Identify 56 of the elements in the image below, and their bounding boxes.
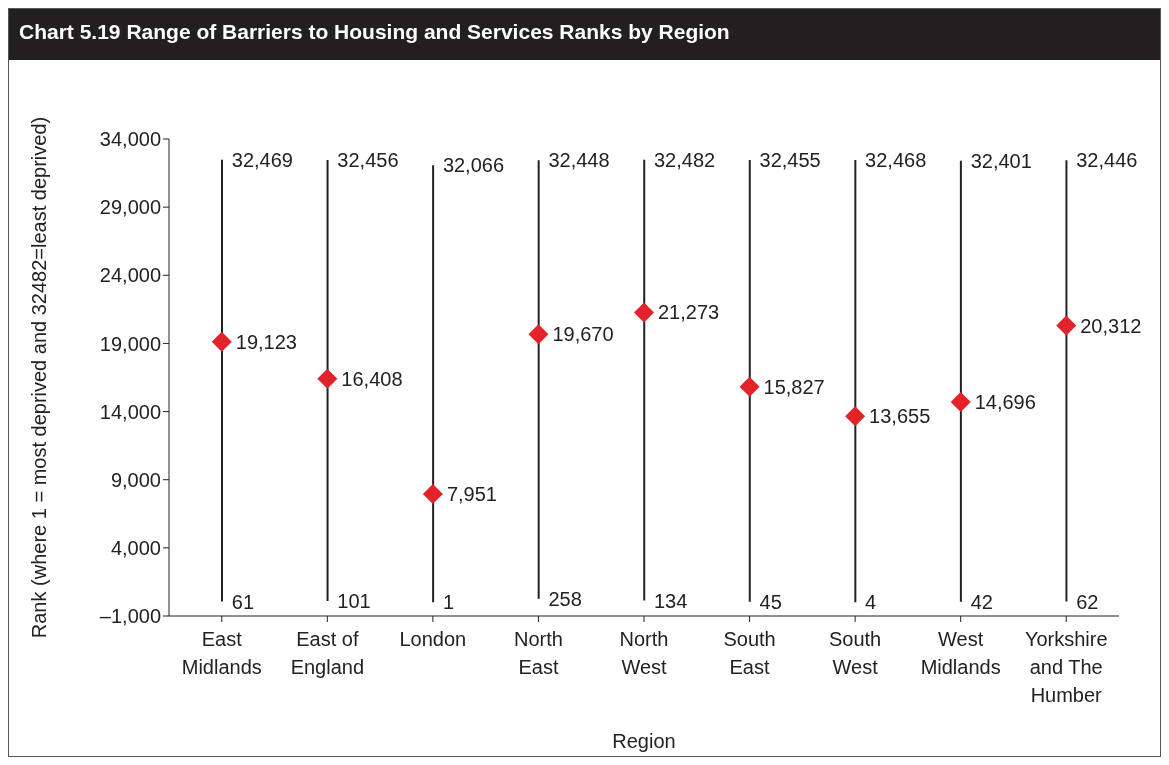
annotation: 1 bbox=[442, 591, 455, 614]
annotation: 258 bbox=[548, 587, 582, 610]
y-axis-title: Rank (where 1 = most deprived and 32482=least deprived) bbox=[28, 116, 51, 639]
data-label: 19,123 bbox=[235, 330, 297, 353]
annotation: 4 bbox=[865, 591, 877, 614]
point bbox=[739, 376, 760, 397]
x-tick-label: Yorkshire and The Humber bbox=[1024, 628, 1108, 706]
y-tick-label: 24,000 bbox=[99, 264, 161, 287]
point bbox=[845, 406, 866, 427]
data-label: 16,408 bbox=[341, 367, 403, 390]
point bbox=[528, 324, 549, 345]
point bbox=[950, 392, 971, 413]
x-tick-label: West Midlands bbox=[920, 628, 1001, 678]
x-tick-label: London bbox=[399, 628, 467, 650]
y-tick-label: 9,000 bbox=[110, 468, 161, 491]
point bbox=[211, 331, 232, 352]
data-label: 19,670 bbox=[552, 323, 614, 346]
data-label: 14,696 bbox=[974, 391, 1036, 414]
annotation: 32,446 bbox=[1076, 149, 1138, 172]
y-tick-label: –1,000 bbox=[99, 605, 161, 628]
data-label: 21,273 bbox=[658, 301, 720, 324]
data-label: 20,312 bbox=[1080, 314, 1142, 337]
point bbox=[422, 484, 443, 505]
annotation: 32,401 bbox=[970, 149, 1032, 172]
data-label: 13,655 bbox=[869, 405, 931, 428]
annotation: 32,469 bbox=[231, 148, 293, 171]
annotation: 134 bbox=[654, 589, 688, 612]
x-tick-label: South West bbox=[828, 628, 882, 678]
point bbox=[1056, 315, 1077, 336]
annotation: 45 bbox=[759, 590, 782, 613]
x-tick-label: North West bbox=[619, 628, 669, 678]
y-tick-label: 34,000 bbox=[99, 128, 161, 151]
x-tick-label: North East bbox=[513, 628, 563, 678]
annotation: 32,468 bbox=[865, 148, 927, 171]
point bbox=[634, 302, 654, 323]
point bbox=[317, 368, 338, 389]
y-tick-label: 14,000 bbox=[99, 400, 161, 423]
annotation: 32,455 bbox=[759, 149, 821, 172]
x-tick-label: South East bbox=[723, 628, 776, 678]
annotation: 32,456 bbox=[337, 149, 399, 172]
y-tick-label: 19,000 bbox=[99, 332, 161, 355]
annotation: 32,482 bbox=[654, 148, 716, 171]
x-tick-label: East Midlands bbox=[181, 628, 262, 678]
y-tick-label: 29,000 bbox=[99, 196, 161, 219]
data-label: 7,951 bbox=[446, 483, 497, 506]
annotation: 62 bbox=[1076, 590, 1099, 613]
x-axis-title: Region bbox=[612, 730, 676, 752]
annotation: 32,448 bbox=[548, 149, 610, 172]
y-tick-label: 4,000 bbox=[110, 536, 161, 559]
chart-title: Chart 5.19 Range of Barriers to Housing and Services Ranks by Region bbox=[9, 9, 1160, 60]
data-label: 15,827 bbox=[763, 375, 825, 398]
annotation: 101 bbox=[337, 589, 371, 612]
annotation: 61 bbox=[231, 590, 255, 613]
x-tick-label: East of England bbox=[290, 628, 365, 678]
annotation: 42 bbox=[970, 590, 993, 613]
annotation: 32,066 bbox=[442, 154, 505, 177]
